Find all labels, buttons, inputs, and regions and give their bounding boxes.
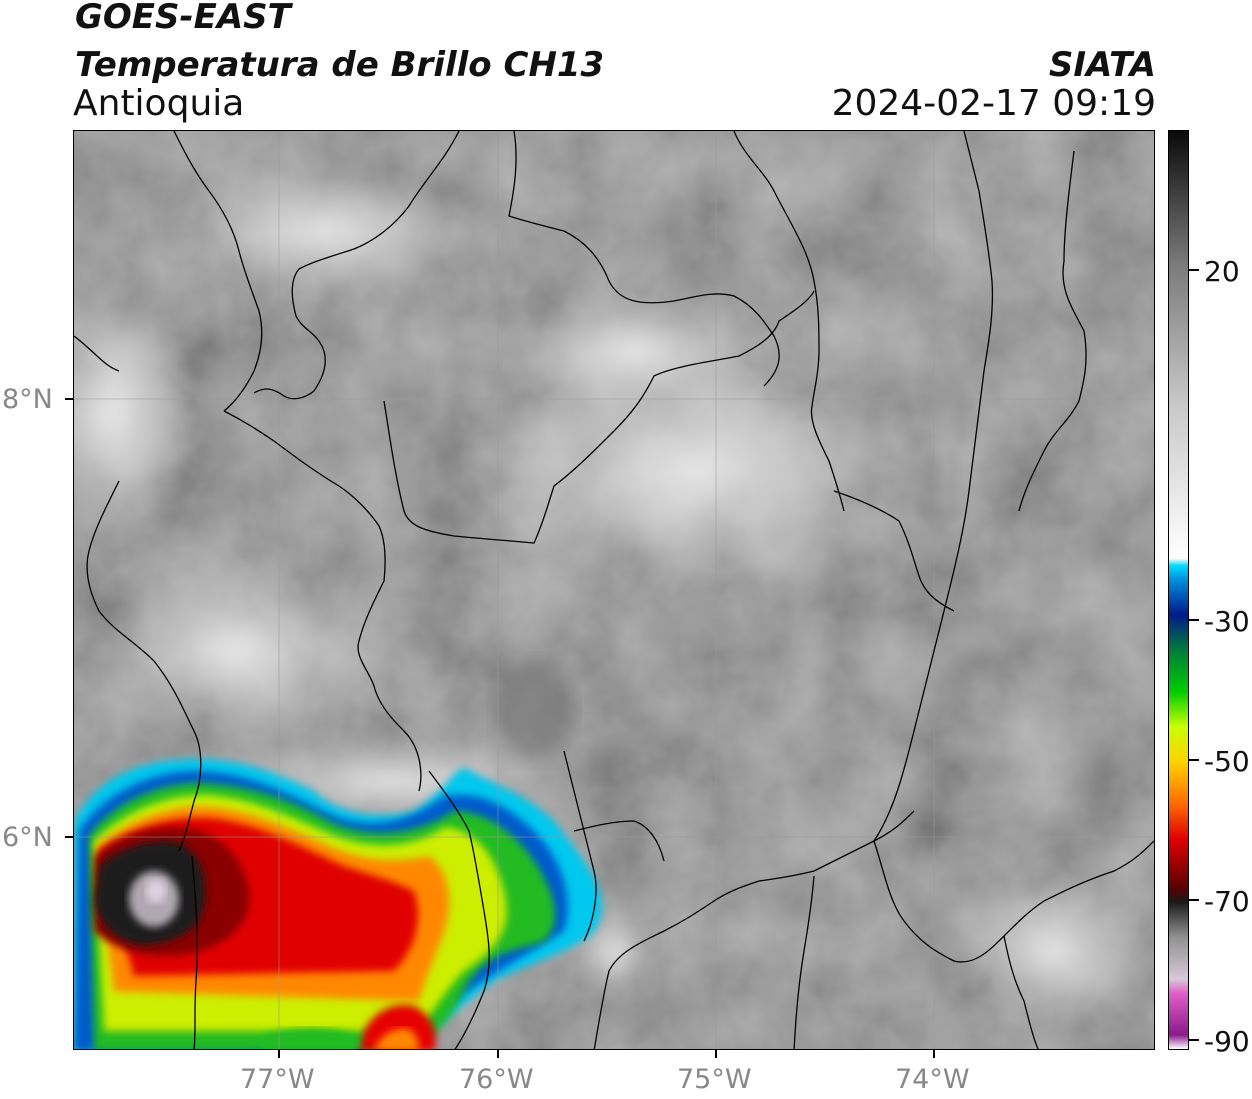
colorbar-tick-minus30 [1189, 619, 1199, 621]
gridlines [74, 131, 1154, 1049]
coast-pacific [86, 480, 202, 852]
colorbar-label-minus50: -50 [1204, 745, 1250, 778]
caribbean-coastline [253, 131, 460, 400]
west-panel-border [191, 855, 198, 1049]
east-border [1018, 150, 1087, 512]
y-label-6n: 6°N [2, 822, 53, 853]
product-title: Temperatura de Brillo CH13 [75, 45, 605, 85]
x-label-75w: 75°W [677, 1064, 752, 1095]
santander-border [733, 131, 845, 512]
colorbar-tick-minus90 [1189, 1039, 1199, 1041]
south-borders-1 [593, 870, 815, 1049]
colorbar-tick-minus50 [1189, 759, 1199, 761]
colorbar-label-20: 20 [1204, 255, 1240, 288]
y-label-8n: 8°N [2, 384, 53, 415]
colorbar-label-minus30: -30 [1204, 605, 1250, 638]
x-label-77w: 77°W [240, 1064, 315, 1095]
colorbar-label-minus70: -70 [1204, 885, 1250, 918]
region-label: Antioquia [73, 83, 245, 124]
institution-label: SIATA [1048, 45, 1156, 85]
y-tick-8n [65, 398, 73, 400]
colorbar-label-minus90: -90 [1204, 1025, 1250, 1058]
bolivar-border [508, 131, 780, 387]
x-label-76w: 76°W [459, 1064, 534, 1095]
magdalena-river-border [873, 131, 994, 842]
cordoba-south-border [383, 290, 815, 544]
map-svg [74, 131, 1154, 1049]
datetime-label: 2024-02-17 09:19 [831, 83, 1156, 124]
brightness-temperature-map [73, 130, 1155, 1050]
x-label-74w: 74°W [895, 1064, 970, 1095]
uraba-coast [173, 131, 263, 412]
south-borders-5 [1003, 935, 1039, 1049]
urrao-area [563, 750, 597, 942]
south-borders-3 [793, 875, 815, 1049]
colorbar-tick-minus70 [1189, 899, 1199, 901]
caldas-border [573, 820, 665, 862]
temperature-colorbar [1168, 130, 1189, 1050]
sw-border [428, 770, 490, 1049]
satellite-title: GOES-EAST [75, 0, 291, 37]
colorbar-tick-20 [1189, 269, 1199, 271]
x-tick-74w [933, 1050, 935, 1058]
convective-storm-system [74, 758, 602, 1049]
borders-and-coastlines [74, 131, 1154, 1049]
y-tick-6n [65, 836, 73, 838]
panama-border [74, 335, 120, 372]
inner-border-1 [833, 490, 955, 612]
x-tick-76w [497, 1050, 499, 1058]
antioquia-west-border [223, 410, 422, 792]
x-tick-75w [715, 1050, 717, 1058]
x-tick-77w [278, 1050, 280, 1058]
dark-surface-area [494, 661, 574, 761]
